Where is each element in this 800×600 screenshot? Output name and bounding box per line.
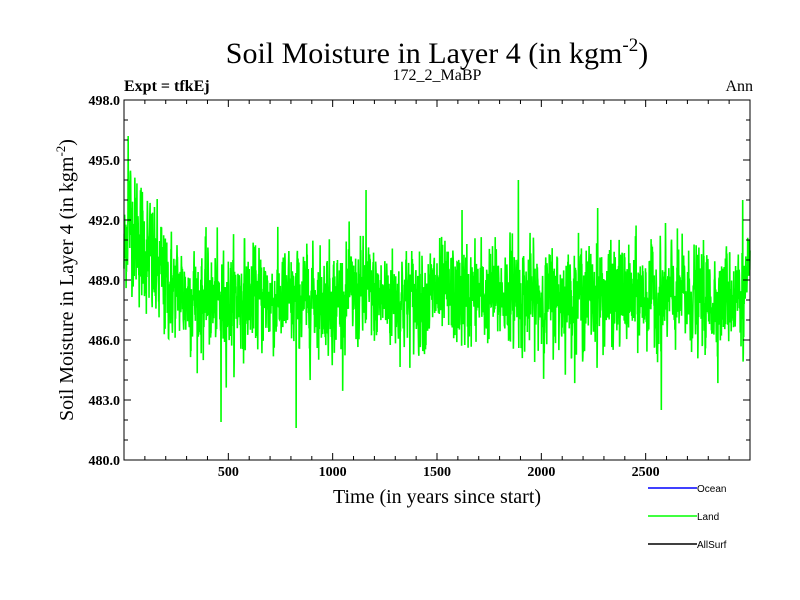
series-layer <box>123 135 751 429</box>
legend: Ocean Land AllSurf <box>648 484 727 551</box>
y-tick-label: 483.0 <box>89 394 121 409</box>
legend-label: Ocean <box>697 484 726 495</box>
y-tick-label: 495.0 <box>89 154 121 169</box>
legend-label: Land <box>697 512 719 523</box>
y-axis-label: Soil Moisture in Layer 4 (in kgm-2) <box>53 139 78 421</box>
legend-item-land: Land <box>648 512 719 523</box>
x-tick-label: 1500 <box>423 465 451 480</box>
experiment-label: Expt = tfkEj <box>124 78 210 95</box>
x-tick-label: 500 <box>218 465 239 480</box>
y-tick-label: 480.0 <box>89 454 121 469</box>
series-line-land <box>123 135 751 429</box>
y-tick-label: 489.0 <box>89 274 121 289</box>
y-tick-label: 498.0 <box>89 94 121 109</box>
x-tick-label: 2500 <box>632 465 660 480</box>
y-axis-label-superscript: -2 <box>53 146 68 157</box>
x-axis-label: Time (in years since start) <box>333 486 541 508</box>
season-label: Ann <box>725 78 753 95</box>
x-tick-label: 2000 <box>527 465 555 480</box>
y-tick-label: 492.0 <box>89 214 121 229</box>
legend-item-ocean: Ocean <box>648 484 726 495</box>
legend-label: AllSurf <box>697 540 727 551</box>
legend-item-allsurf: AllSurf <box>648 540 727 551</box>
y-tick-label: 486.0 <box>89 334 121 349</box>
chart-title: Soil Moisture in Layer 4 (in kgm-2) <box>226 35 648 70</box>
x-tick-label: 1000 <box>319 465 347 480</box>
center-label: 172_2_MaBP <box>393 67 482 84</box>
chart-title-superscript: -2 <box>622 35 638 56</box>
plot-frame <box>123 99 751 461</box>
